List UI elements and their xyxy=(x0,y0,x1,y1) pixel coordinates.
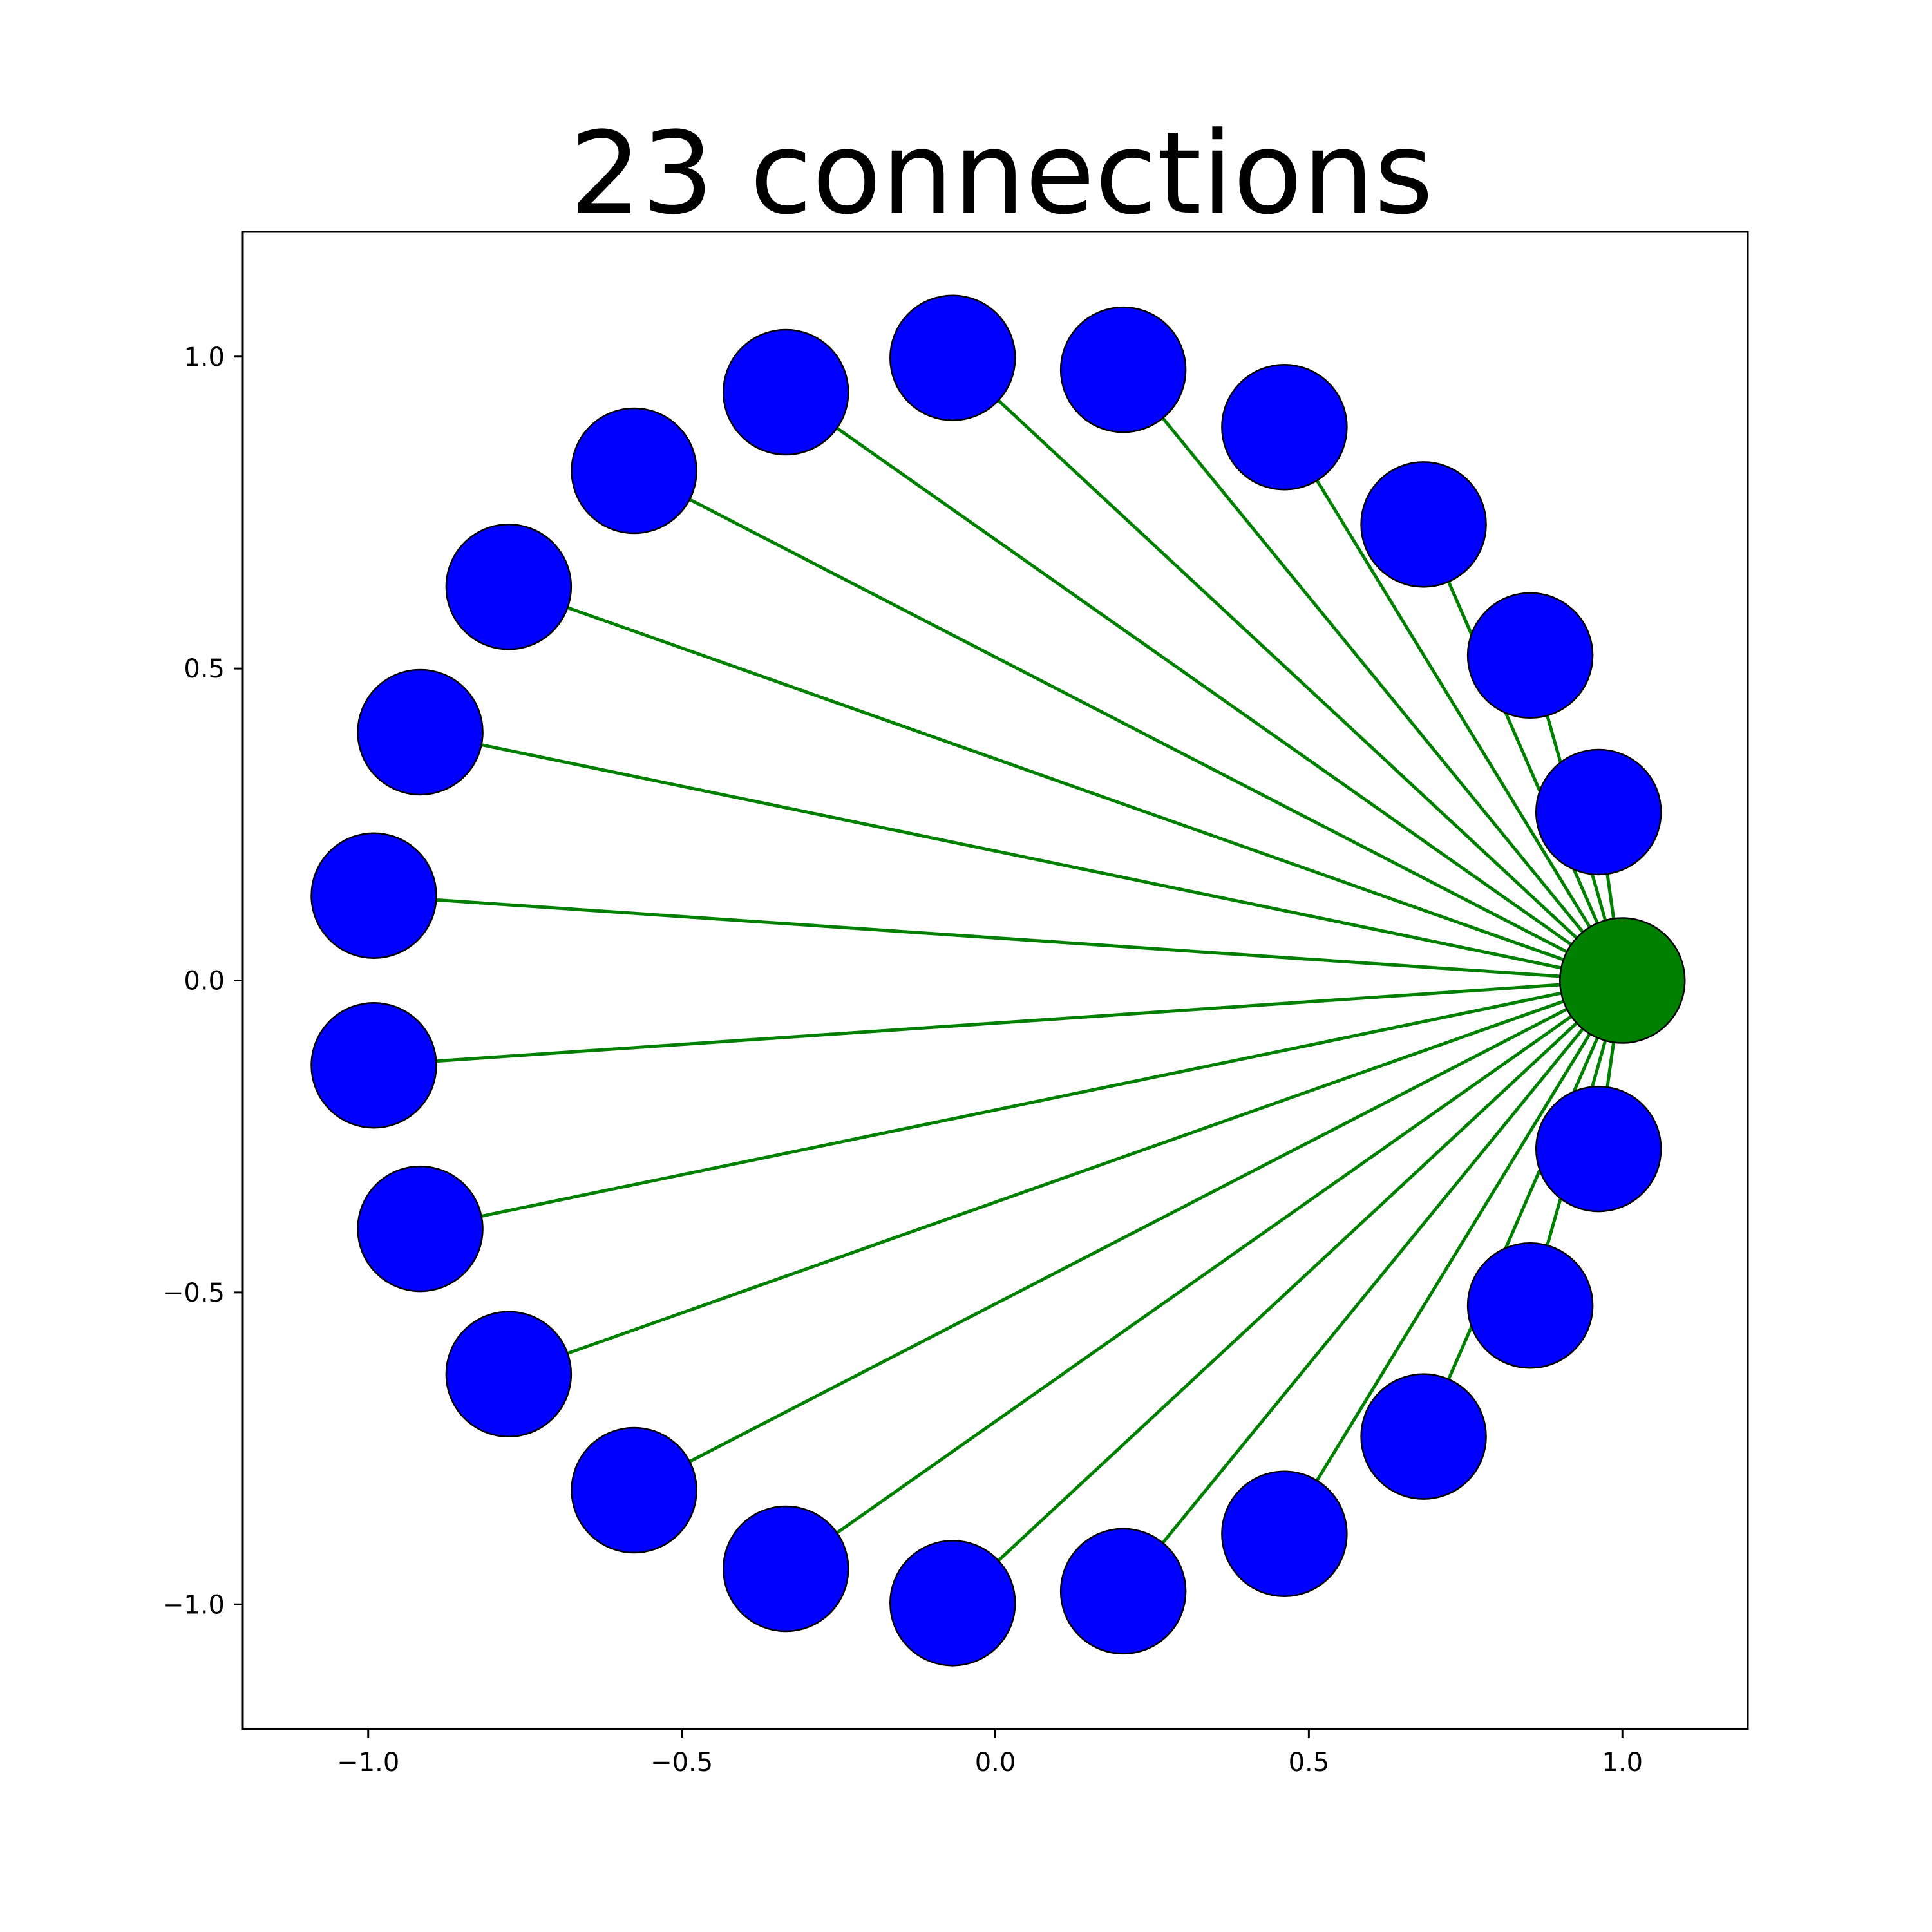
edge-line xyxy=(1122,979,1624,1593)
nodes-layer xyxy=(310,294,1686,1667)
node-circle xyxy=(1535,748,1662,876)
node-circle xyxy=(1360,1373,1487,1500)
node-circle xyxy=(1360,461,1487,588)
y-tick-label: −1.0 xyxy=(162,1590,225,1620)
node-circle xyxy=(310,1002,437,1129)
node-circle xyxy=(445,1311,573,1438)
node-circle xyxy=(1466,592,1594,719)
edge-line xyxy=(508,979,1624,1376)
x-tick-label: 0.5 xyxy=(1289,1748,1330,1777)
y-tick-label: 0.5 xyxy=(184,654,225,684)
hub-node-circle xyxy=(1559,917,1686,1044)
edge-line xyxy=(784,979,1624,1571)
edge-line xyxy=(1422,980,1624,1437)
edge-line xyxy=(374,894,1623,982)
x-tick-label: 1.0 xyxy=(1602,1748,1643,1777)
node-circle xyxy=(357,1165,484,1293)
edge-line xyxy=(784,390,1624,982)
node-circle xyxy=(310,832,437,959)
node-circle xyxy=(1221,363,1348,491)
x-axis-ticks: −1.0 −0.5 0.0 0.5 1.0 xyxy=(337,1729,1643,1777)
edge-line xyxy=(951,979,1624,1605)
edge-line xyxy=(951,356,1624,982)
node-circle xyxy=(445,523,573,650)
x-tick-label: 0.0 xyxy=(975,1748,1016,1777)
edges-layer xyxy=(374,356,1624,1605)
edge-line xyxy=(1283,980,1624,1535)
node-circle xyxy=(889,1540,1016,1667)
node-circle xyxy=(1466,1242,1594,1369)
edge-line xyxy=(1422,524,1624,981)
x-tick-label: −1.0 xyxy=(337,1748,399,1777)
node-circle xyxy=(889,294,1016,421)
node-circle xyxy=(723,328,849,456)
node-circle xyxy=(571,407,697,535)
y-tick-label: 0.0 xyxy=(184,967,225,996)
y-tick-label: −0.5 xyxy=(162,1278,225,1308)
node-circle xyxy=(1535,1085,1662,1213)
node-circle xyxy=(723,1505,849,1633)
node-circle xyxy=(1059,1528,1187,1655)
edge-line xyxy=(633,469,1624,982)
node-circle xyxy=(571,1426,697,1554)
node-circle xyxy=(357,668,484,796)
node-circle xyxy=(1221,1470,1348,1598)
edge-line xyxy=(420,730,1623,982)
chart-title: 23 connections xyxy=(569,108,1433,240)
edge-line xyxy=(508,585,1624,982)
edge-line xyxy=(1122,368,1624,982)
edge-line xyxy=(1283,426,1624,981)
edge-line xyxy=(420,979,1623,1231)
edge-line xyxy=(374,979,1623,1067)
edge-line xyxy=(633,979,1624,1492)
node-circle xyxy=(1059,306,1187,433)
y-tick-label: 1.0 xyxy=(184,343,225,372)
y-axis-ticks: −1.0 −0.5 0.0 0.5 1.0 xyxy=(162,343,243,1620)
x-tick-label: −0.5 xyxy=(650,1748,713,1777)
